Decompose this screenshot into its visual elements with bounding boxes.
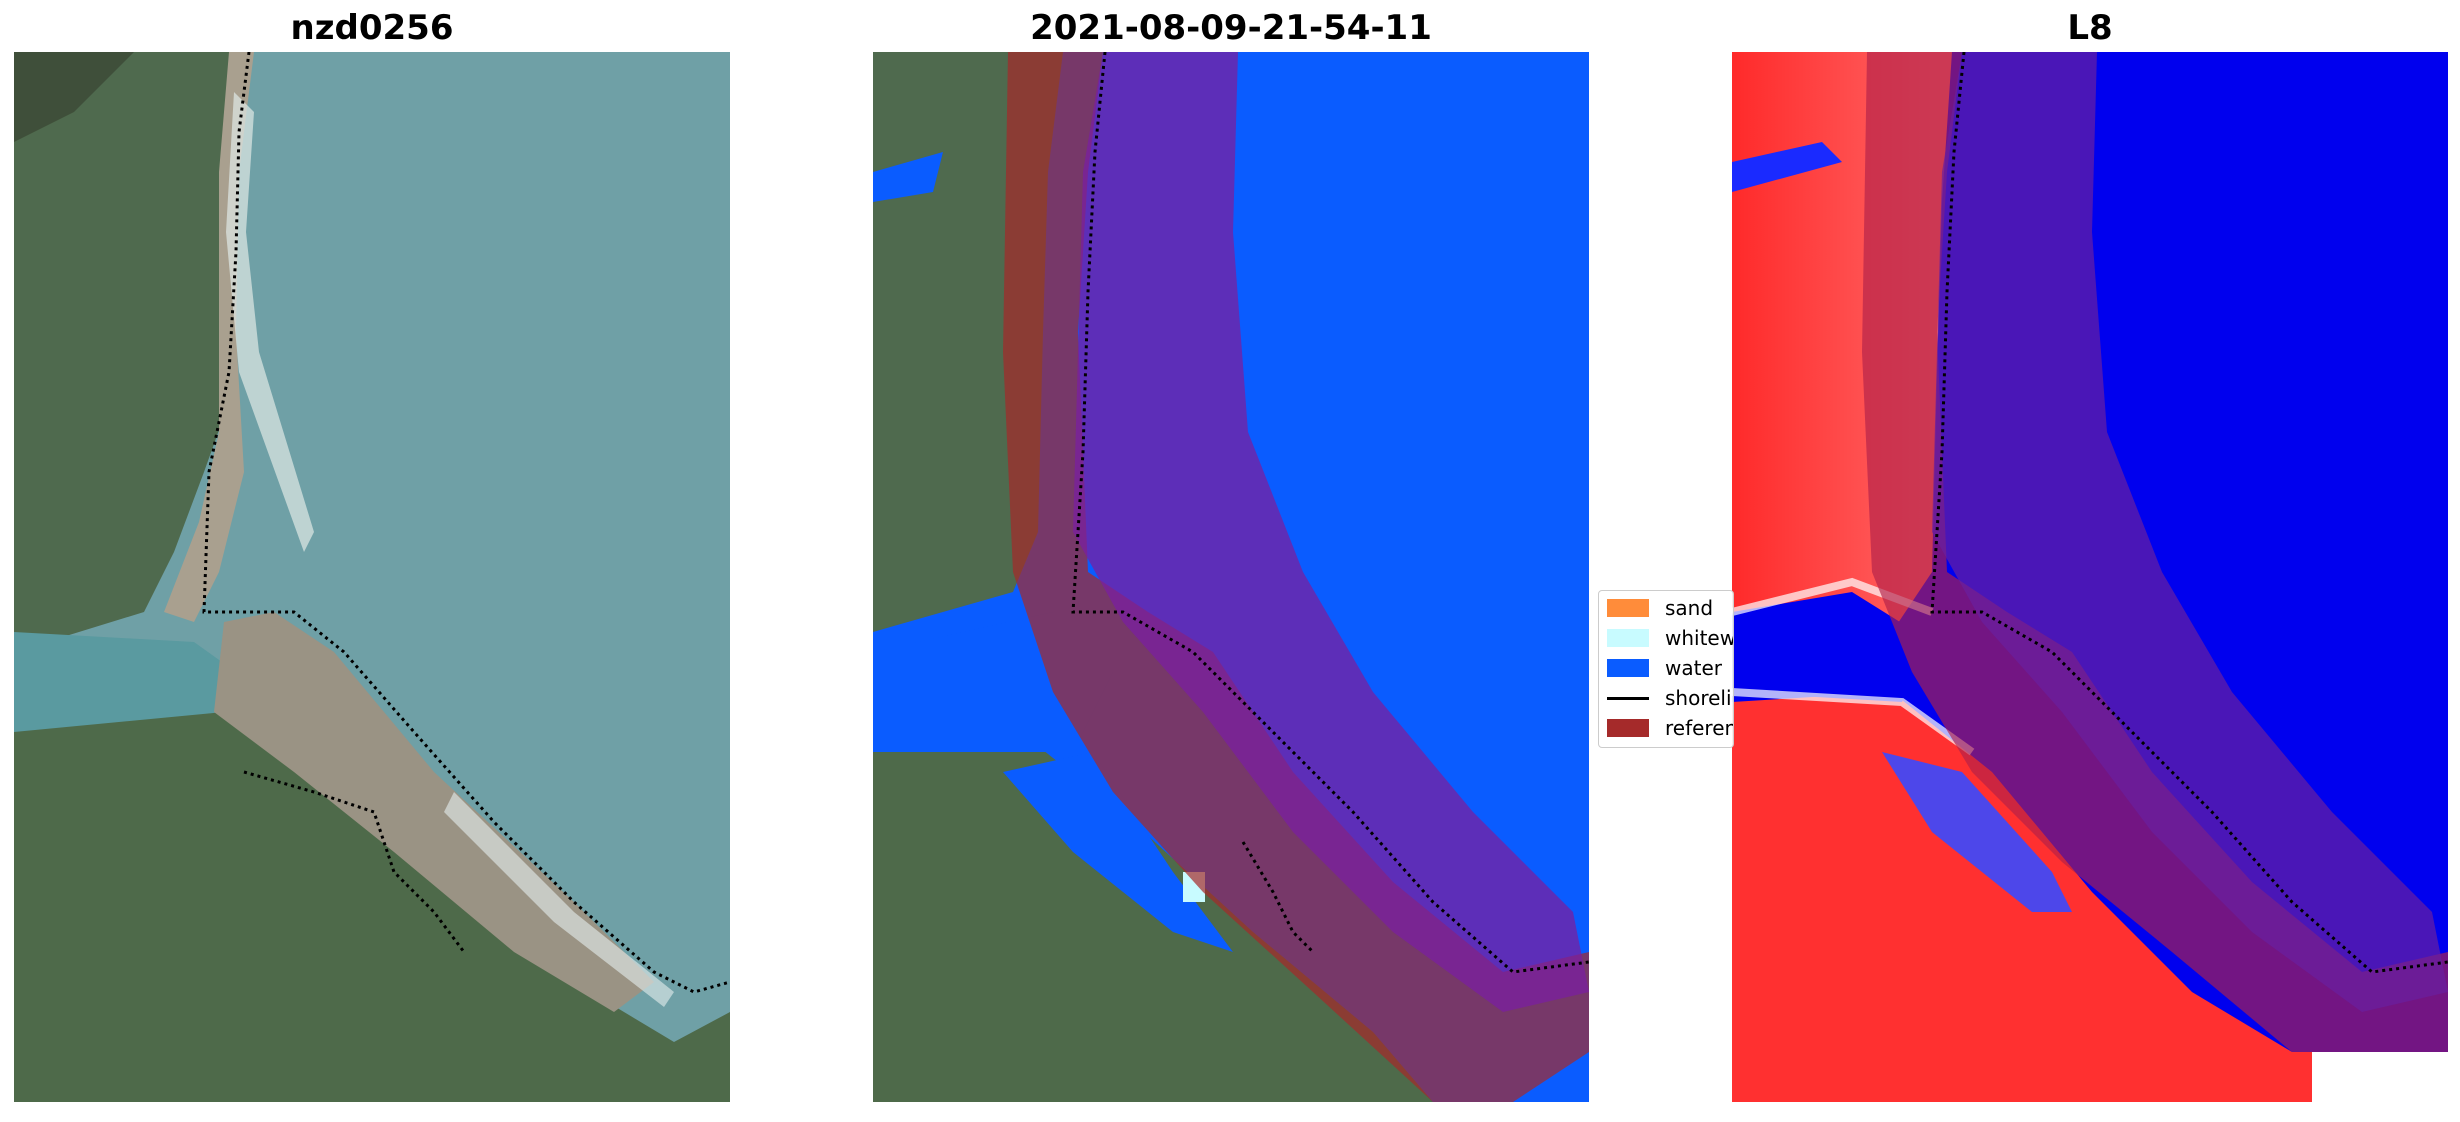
- legend-label-shoreline: shoreline: [1665, 686, 1733, 710]
- panel-title-rgb: nzd0256: [290, 8, 454, 48]
- classification-panel: [873, 52, 1589, 1102]
- index-panel: [1732, 52, 2448, 1102]
- legend-label-sand: sand: [1665, 596, 1714, 620]
- legend-swatch-reference: [1607, 719, 1649, 737]
- legend-item-water: water: [1607, 655, 1733, 681]
- legend-swatch-sand: [1607, 599, 1649, 617]
- legend-item-reference: reference: [1607, 715, 1733, 741]
- rgb-image-panel: [14, 52, 730, 1102]
- rgb-satellite-image: [14, 52, 730, 1102]
- panel-title-classification: 2021-08-09-21-54-11: [1030, 8, 1432, 48]
- legend-swatch-whitewater: [1607, 629, 1649, 647]
- legend-label-water: water: [1665, 656, 1722, 680]
- legend-label-reference: reference: [1665, 716, 1733, 740]
- legend-item-sand: sand: [1607, 595, 1733, 621]
- legend-line-shoreline: [1607, 697, 1649, 700]
- index-image: [1732, 52, 2448, 1102]
- legend-swatch-water: [1607, 659, 1649, 677]
- legend-item-shoreline: shoreline: [1607, 685, 1733, 711]
- panel-title-index: L8: [2067, 8, 2113, 48]
- classification-image: [873, 52, 1589, 1102]
